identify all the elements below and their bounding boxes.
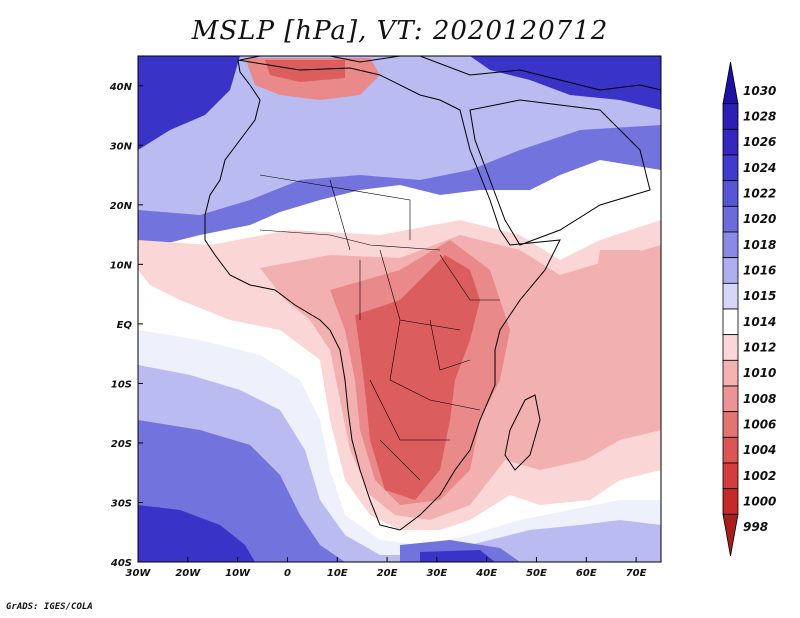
colorbar-label: 1028 <box>743 110 776 124</box>
colorbar-label: 1002 <box>743 469 776 483</box>
pressure-field <box>138 56 661 562</box>
lon-tick-label: 70E <box>626 568 647 579</box>
colorbar-label: 1004 <box>743 443 776 457</box>
colorbar-segment <box>722 411 739 438</box>
lat-tick-label: 30N <box>110 141 133 152</box>
colorbar-label: 1026 <box>743 135 776 149</box>
africa-coastline <box>204 59 561 531</box>
colorbar-segment <box>722 436 739 464</box>
latitude-ticks: 40N 30N 20N 10N EQ 10S 20S 30S 40S <box>109 82 143 569</box>
lon-tick-label: 10E <box>327 568 348 579</box>
colorbar-segment <box>722 231 739 259</box>
lat-tick-label: 30S <box>111 498 132 509</box>
colorbar-segment <box>722 308 739 336</box>
lon-tick-label: 50E <box>526 568 547 579</box>
lat-tick-label: 40S <box>110 558 132 569</box>
colorbar-segment <box>722 334 739 361</box>
lat-tick-label: EQ <box>117 320 133 331</box>
colorbar-segment <box>722 462 739 490</box>
colorbar-segment <box>722 128 739 156</box>
lon-tick-label: 40E <box>475 568 497 579</box>
coastlines <box>204 56 661 531</box>
lat-tick-label: 10S <box>111 379 132 390</box>
colorbar-segment <box>722 61 739 105</box>
colorbar-label: 1006 <box>743 418 776 432</box>
lon-tick-label: 10W <box>225 568 251 579</box>
colorbar-segment <box>722 180 739 207</box>
colorbar-label: 1008 <box>743 392 776 406</box>
madagascar-coastline <box>504 394 541 471</box>
colorbar-label: 1010 <box>743 366 776 380</box>
europe-coastline <box>239 56 661 91</box>
colorbar-segment <box>722 154 739 182</box>
colorbar-label: 1012 <box>743 341 776 355</box>
colorbar: 1030 1028 1026 1024 1022 1020 1018 1016 1015 1014… <box>722 61 776 557</box>
colorbar-label: 1024 <box>743 161 776 175</box>
longitude-ticks: 30W 20W 10W 0 10E 20E 30E 40E 50E 60E 70E <box>126 557 647 579</box>
lat-tick-label: 20N <box>110 201 133 212</box>
lon-tick-label: 20E <box>377 568 398 579</box>
lat-tick-label: 20S <box>111 439 132 450</box>
colorbar-label: 998 <box>743 520 768 534</box>
colorbar-label: 1018 <box>743 238 776 252</box>
lon-tick-label: 60E <box>576 568 597 579</box>
colorbar-label: 1022 <box>743 187 776 201</box>
colorbar-label: 1030 <box>743 84 776 98</box>
colorbar-label: 1014 <box>743 315 776 329</box>
map-frame <box>137 55 662 563</box>
colorbar-segment <box>722 282 739 310</box>
colorbar-segment <box>722 513 739 557</box>
lat-tick-label: 40N <box>109 82 133 93</box>
colorbar-segment <box>722 359 739 387</box>
lon-tick-label: 30W <box>126 568 152 579</box>
colorbar-segment <box>722 103 739 130</box>
lon-tick-label: 20W <box>175 568 201 579</box>
lon-tick-label: 0 <box>284 568 291 579</box>
colorbar-segment <box>722 205 739 233</box>
colorbar-label: 1020 <box>743 212 776 226</box>
colorbar-segment <box>722 488 739 515</box>
arabia-coastline <box>469 99 651 246</box>
grads-credit: GrADS: IGES/COLA <box>6 602 93 612</box>
colorbar-label: 1015 <box>743 289 776 303</box>
lat-tick-label: 10N <box>110 260 133 271</box>
colorbar-segment <box>722 257 739 284</box>
colorbar-segment <box>722 385 739 413</box>
colorbar-label: 1000 <box>743 495 776 509</box>
lon-tick-label: 30E <box>426 568 447 579</box>
colorbar-label: 1016 <box>743 264 776 278</box>
country-borders <box>259 174 500 481</box>
map-title: MSLP [hPa], VT: 2020120712 <box>191 16 609 46</box>
